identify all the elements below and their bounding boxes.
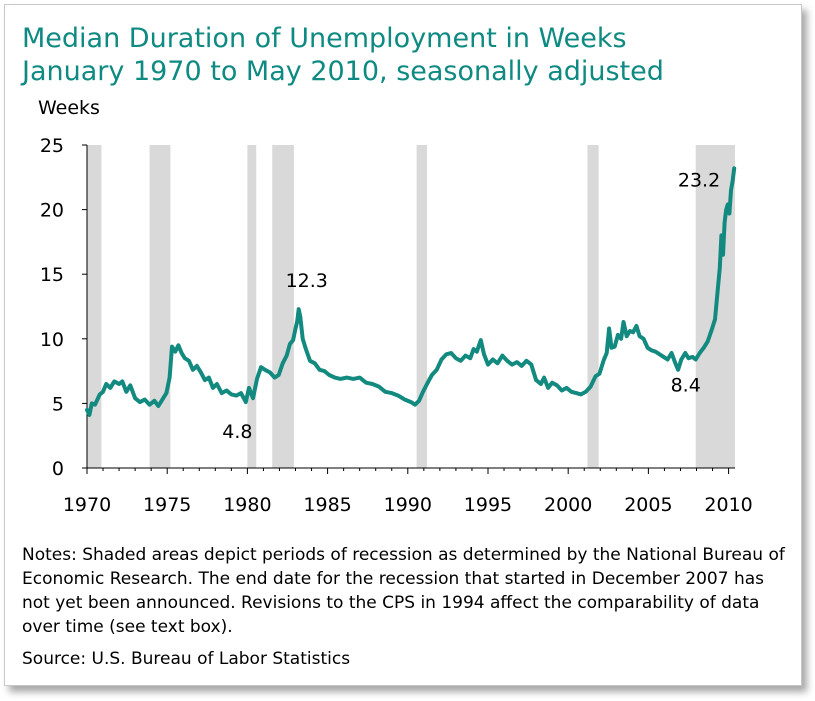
x-tick-label: 2010 bbox=[704, 494, 752, 516]
y-tick-label: 0 bbox=[52, 458, 64, 480]
x-tick-label: 2005 bbox=[624, 494, 672, 516]
y-axis-label: Weeks bbox=[38, 97, 100, 119]
recession-band bbox=[587, 145, 599, 468]
chart-title-block: Median Duration of Unemployment in Weeks… bbox=[22, 22, 664, 88]
recession-shading-group bbox=[87, 145, 735, 468]
chart-subtitle: January 1970 to May 2010, seasonally adj… bbox=[22, 56, 664, 87]
x-tick-label: 1985 bbox=[303, 494, 351, 516]
recession-band bbox=[272, 145, 294, 468]
data-label: 12.3 bbox=[286, 270, 328, 292]
data-label: 23.2 bbox=[678, 169, 720, 191]
annotation-group: 12.3 4.8 8.4 23.2 bbox=[222, 169, 720, 443]
recession-band bbox=[247, 145, 257, 468]
chart-card bbox=[4, 4, 802, 686]
y-tick-label: 10 bbox=[40, 329, 64, 351]
series-group bbox=[85, 166, 737, 417]
chart-title: Median Duration of Unemployment in Weeks bbox=[22, 23, 627, 54]
chart-source: Source: U.S. Bureau of Labor Statistics bbox=[22, 649, 351, 669]
y-tick-label: 15 bbox=[40, 264, 64, 286]
x-tick-label: 1995 bbox=[464, 494, 512, 516]
y-tick-label: 5 bbox=[52, 393, 64, 415]
recession-band bbox=[87, 145, 102, 468]
chart-notes: Notes: Shaded areas depict periods of re… bbox=[22, 545, 785, 637]
axes-group: 0 5 10 15 20 25 1970 1975 1980 1985 1990 1995 2000 20… bbox=[40, 135, 753, 516]
series-line bbox=[85, 166, 737, 417]
recession-band bbox=[149, 145, 171, 468]
y-tick-label: 25 bbox=[40, 135, 64, 157]
x-tick-label: 2000 bbox=[544, 494, 592, 516]
x-tick-label: 1980 bbox=[223, 494, 271, 516]
recession-band bbox=[416, 145, 428, 468]
x-tick-label: 1990 bbox=[384, 494, 432, 516]
y-tick-label: 20 bbox=[40, 200, 64, 222]
data-label: 4.8 bbox=[222, 421, 252, 443]
x-tick-label: 1970 bbox=[63, 494, 111, 516]
data-label: 8.4 bbox=[671, 374, 701, 396]
x-tick-label: 1975 bbox=[143, 494, 191, 516]
